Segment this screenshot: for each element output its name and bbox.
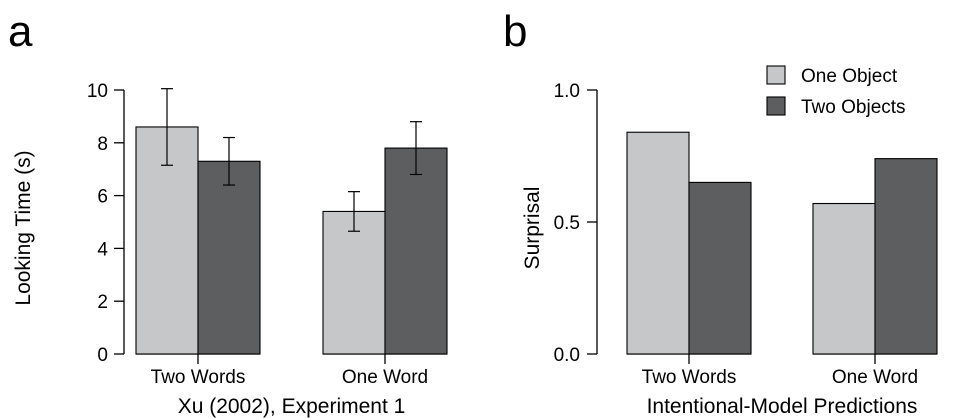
- panel-letter: a: [8, 7, 33, 56]
- legend-swatch-one-object: [766, 65, 786, 85]
- x-tick-label: Two Words: [151, 367, 246, 388]
- chart-panel-b: b 0.0 0.5 1.0 Surprisal Two Words One Word Inte…: [503, 7, 938, 418]
- legend-label: One Object: [801, 66, 898, 87]
- y-axis-title: Looking Time (s): [12, 150, 35, 305]
- x-tick-label: Two Words: [642, 367, 737, 388]
- y-tick-label: 2: [97, 292, 108, 313]
- bar-two-objects-one-word: [384, 147, 448, 355]
- y-tick-label: 0: [97, 345, 108, 366]
- bar-two-objects-two-words: [688, 181, 752, 355]
- x-axis-title: Intentional-Model Predictions: [647, 395, 918, 418]
- y-tick-label: 0.0: [554, 345, 580, 366]
- y-axis-title: Surprisal: [521, 187, 544, 270]
- x-tick-label: One Word: [342, 367, 428, 388]
- y-tick-label: 4: [97, 239, 108, 260]
- bar-two-objects-one-word: [874, 158, 938, 355]
- y-tick-label: 8: [97, 134, 108, 155]
- legend-swatch-two-objects: [766, 96, 786, 116]
- bar-two-objects-two-words: [197, 160, 261, 355]
- y-tick-label: 6: [97, 187, 108, 208]
- y-tick-label: 0.5: [554, 213, 580, 234]
- x-tick-label: One Word: [832, 367, 918, 388]
- legend-label: Two Objects: [801, 97, 906, 118]
- chart-panel-a: a 0 2 4 6 8 10 Looking Time (s) Two Words One Wor…: [8, 7, 448, 418]
- bar-one-object-one-word: [322, 210, 386, 355]
- legend: One Object Two Objects: [766, 65, 906, 118]
- x-axis-title: Xu (2002), Experiment 1: [178, 395, 406, 418]
- bar-one-object-two-words: [626, 131, 690, 355]
- y-tick-label: 1.0: [554, 81, 580, 102]
- bar-one-object-one-word: [812, 202, 876, 355]
- panel-letter: b: [503, 7, 527, 56]
- y-tick-label: 10: [87, 81, 108, 102]
